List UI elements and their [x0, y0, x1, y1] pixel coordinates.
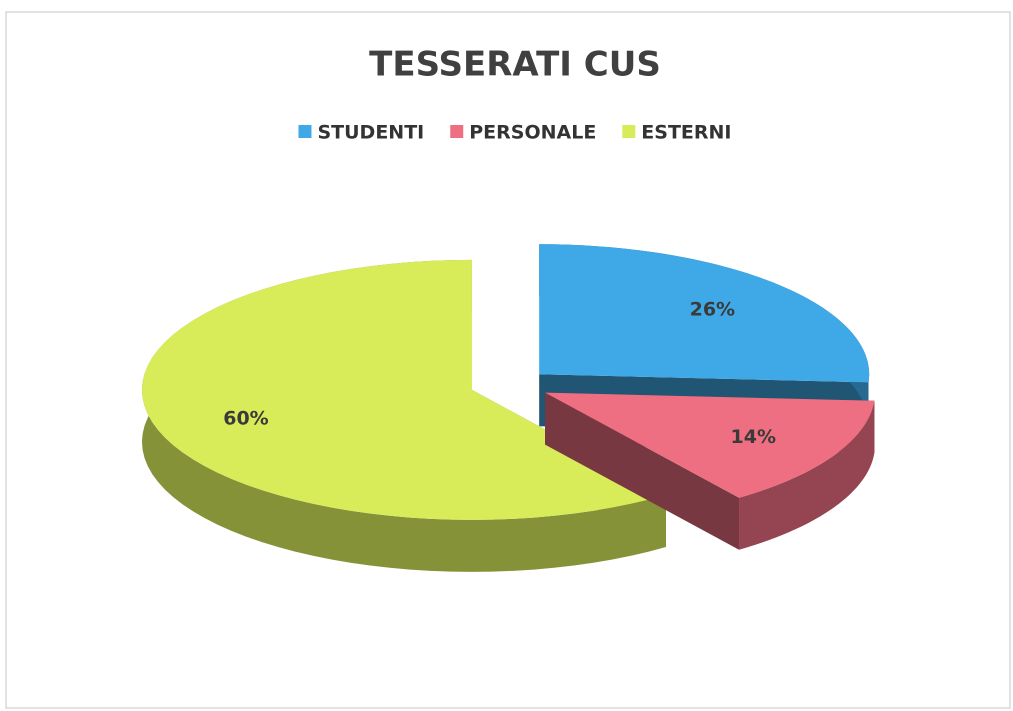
- legend-label: STUDENTI: [317, 122, 424, 144]
- slice-side: [739, 400, 875, 550]
- slice: [545, 392, 875, 498]
- legend-label: ESTERNI: [641, 122, 731, 144]
- slice-wall: [545, 392, 740, 550]
- legend-label: PERSONALE: [469, 122, 596, 144]
- data-label: 60%: [223, 407, 268, 429]
- legend-swatch: [450, 125, 464, 138]
- slice: [141, 259, 666, 520]
- legend-swatch: [622, 125, 636, 138]
- data-label: 14%: [731, 426, 776, 448]
- chart-title: TESSERATI CUS: [369, 45, 661, 85]
- slice: [539, 244, 870, 383]
- legend-swatch: [298, 125, 312, 138]
- data-label: 26%: [690, 299, 735, 321]
